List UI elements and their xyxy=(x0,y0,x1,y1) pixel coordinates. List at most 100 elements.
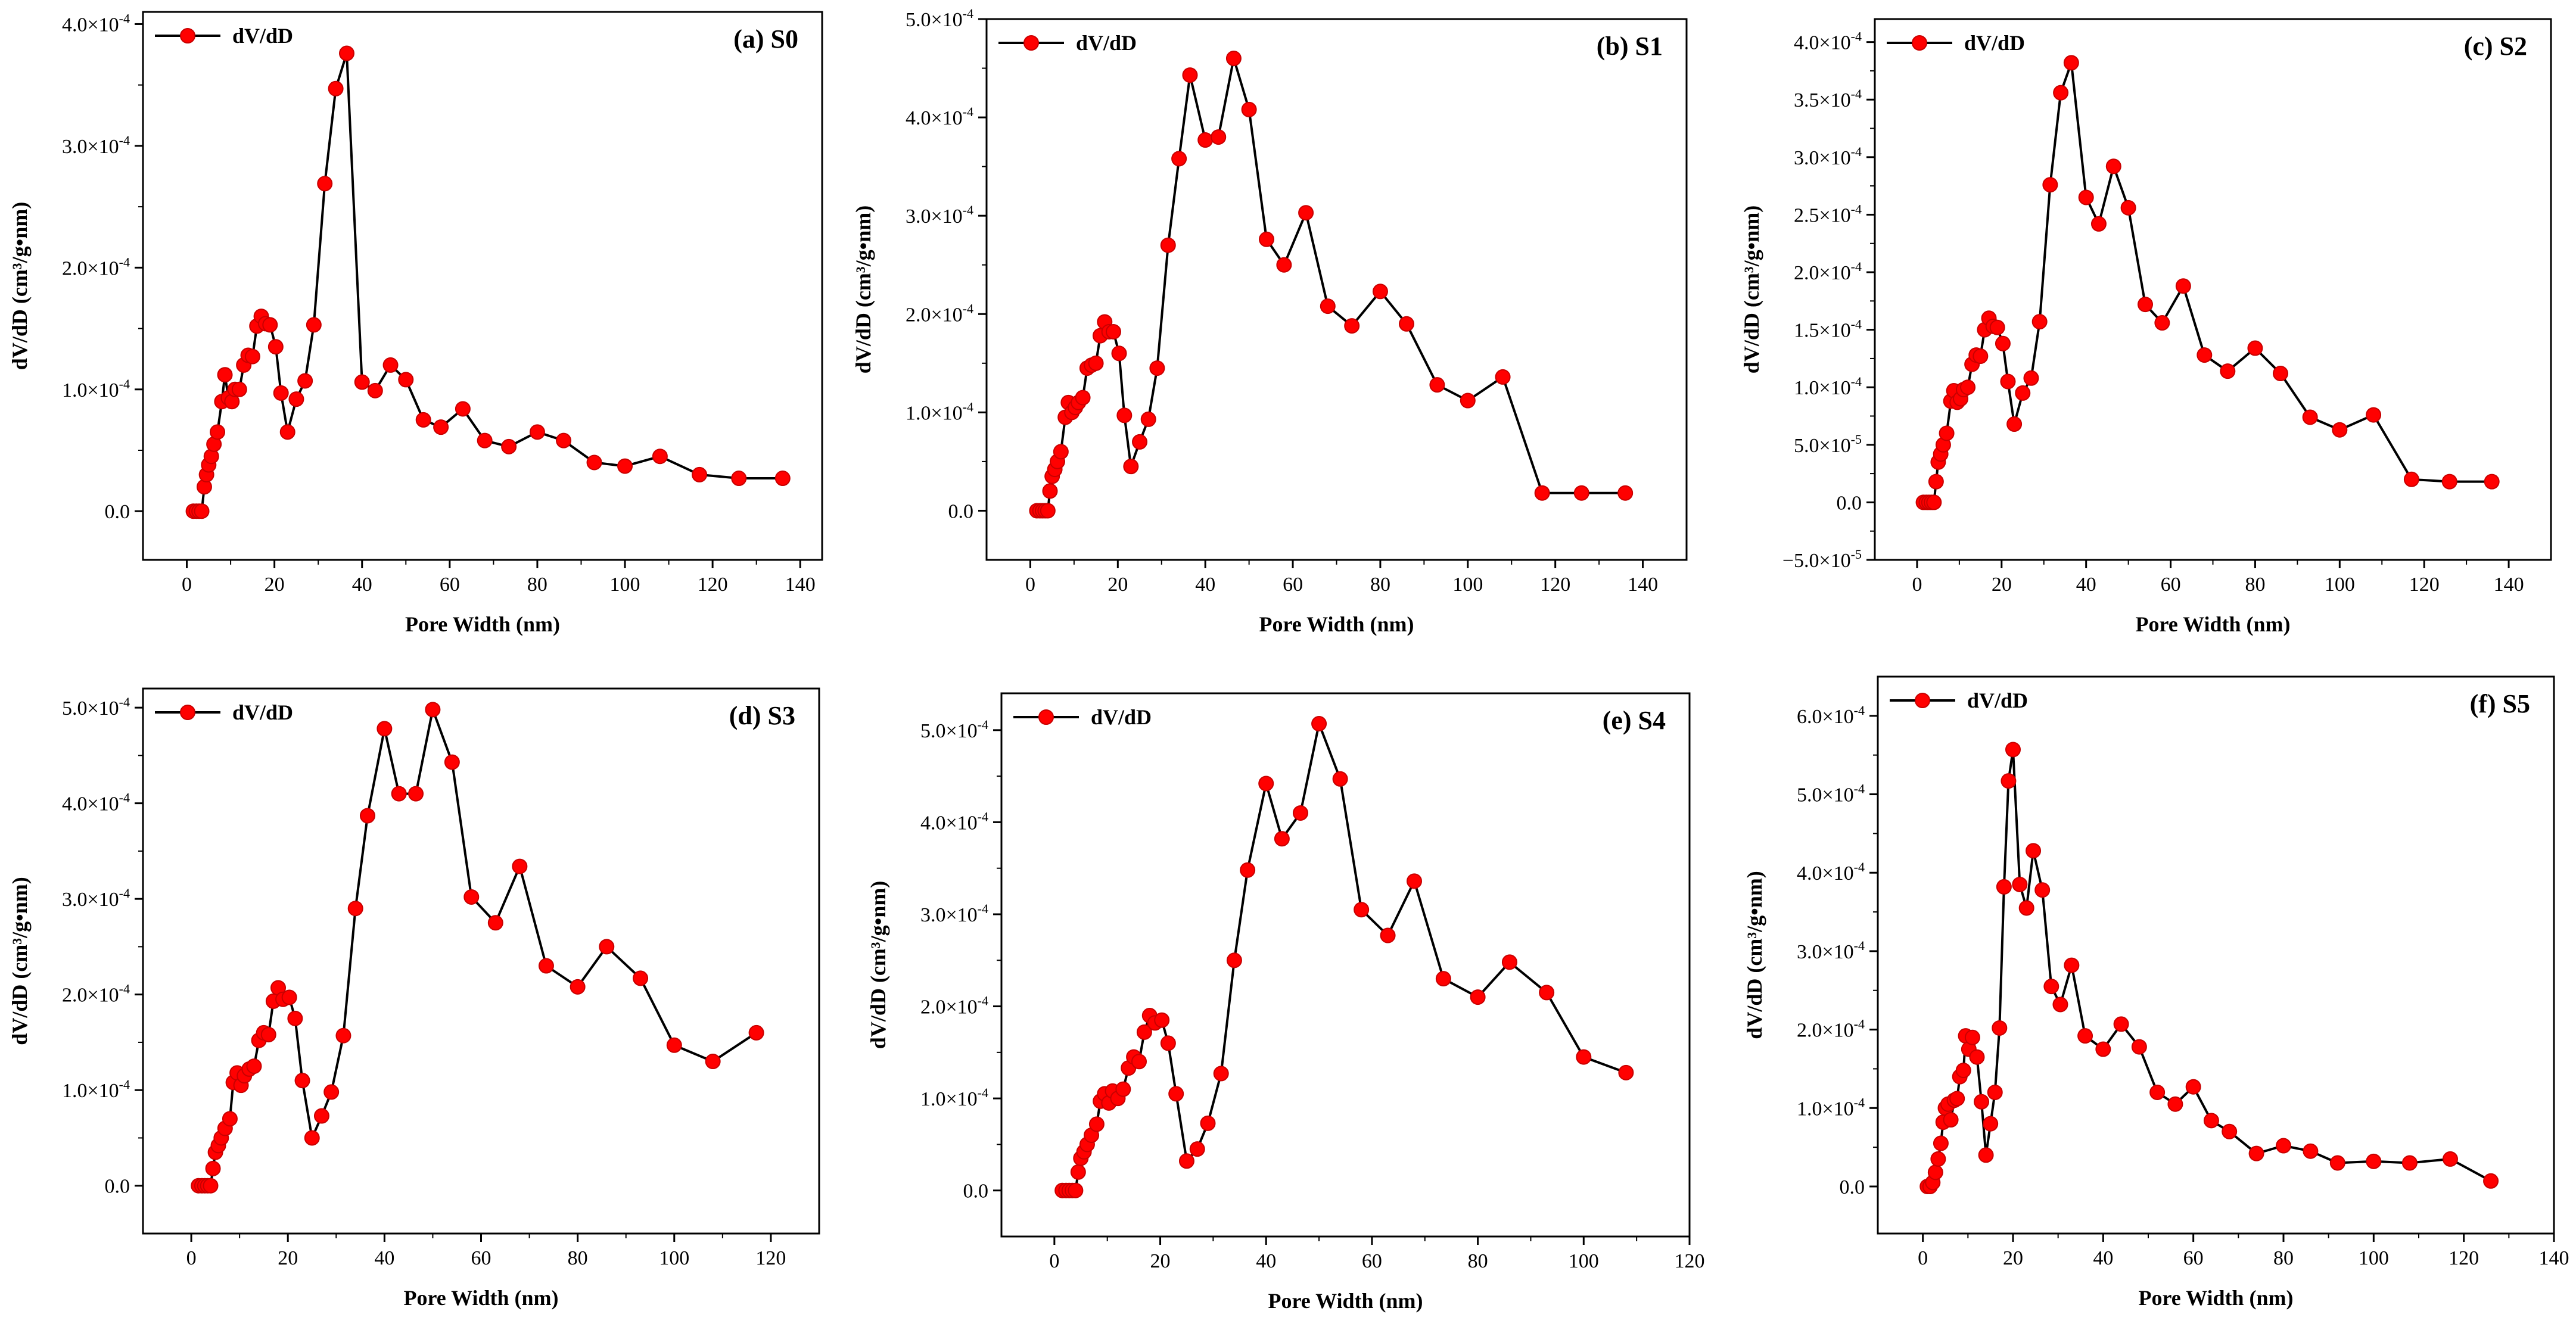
x-tick-label: 100 xyxy=(610,574,640,596)
x-tick-label: 60 xyxy=(2161,574,2181,596)
y-tick-label: 0.0 xyxy=(1840,1176,1865,1198)
x-tick-label: 80 xyxy=(1370,574,1390,596)
data-point xyxy=(2302,409,2318,425)
data-point xyxy=(501,438,517,454)
data-point xyxy=(2154,315,2170,331)
data-point xyxy=(377,721,393,737)
plot-frame xyxy=(142,11,823,561)
chart-d-svg: 0 20 40 60 80 100 120 0.0 1.0×10-4 2.0×10-4 3.0×10… xyxy=(8,687,820,1310)
data-point xyxy=(692,466,708,482)
legend: dV/dD xyxy=(1013,705,1152,729)
y-tick-label: 0.0 xyxy=(105,1176,130,1198)
x-tick-label: 100 xyxy=(2359,1247,2389,1269)
legend-label: dV/dD xyxy=(232,700,293,724)
data-point xyxy=(2042,177,2058,193)
x-tick-label: 20 xyxy=(2003,1247,2023,1269)
data-point xyxy=(1407,873,1422,889)
data-point xyxy=(2248,1145,2264,1161)
legend: dV/dD xyxy=(155,700,293,724)
y-tick-label: 4.0×10-4 xyxy=(920,809,988,834)
data-point xyxy=(408,786,424,802)
data-point xyxy=(2095,1041,2111,1057)
x-tick-label: 100 xyxy=(2325,574,2355,596)
data-point xyxy=(1149,360,1165,376)
data-point xyxy=(415,412,431,428)
data-point xyxy=(2012,876,2028,892)
panel-title: (d) S3 xyxy=(729,701,795,730)
data-point xyxy=(617,458,633,474)
y-axis: 0.0 1.0×10-4 2.0×10-4 3.0×10-4 4.0×10-4 xyxy=(62,11,143,523)
y-axis: −5.0×10-5 0.0 5.0×10-5 1.0×10-4 1.5×10-4 2.0×… xyxy=(1782,29,1875,572)
data-point xyxy=(279,424,295,440)
data-point xyxy=(2185,1079,2201,1095)
data-point xyxy=(382,357,399,373)
x-axis: 0 20 40 60 80 100 120 xyxy=(1049,1237,1705,1272)
y-tick-label: 2.0×10-4 xyxy=(1794,259,1862,284)
data-point xyxy=(1115,1081,1131,1097)
y-axis-title: dV/dD (cm³/g•nm) xyxy=(1743,871,1766,1039)
data-point xyxy=(339,45,354,61)
data-point xyxy=(2197,347,2213,363)
y-tick-label: 0.0 xyxy=(105,501,130,523)
x-tick-label: 40 xyxy=(1256,1250,1276,1272)
x-tick-label: 20 xyxy=(1107,574,1128,596)
y-tick-label: 4.0×10-4 xyxy=(1797,859,1865,884)
data-point xyxy=(294,1073,310,1089)
data-point xyxy=(262,317,278,333)
data-point xyxy=(1178,1153,1194,1169)
data-point xyxy=(328,80,344,96)
y-tick-label: 1.0×10-4 xyxy=(1797,1095,1865,1120)
data-point xyxy=(2005,742,2021,758)
data-point xyxy=(1211,129,1227,145)
chart-f-svg: 0 20 40 60 80 100 120 140 0.0 1.0×10-4 2.0×10-4 3.0… xyxy=(1743,675,2569,1310)
x-tick-label: 0 xyxy=(1049,1250,1059,1272)
legend-marker xyxy=(1023,35,1039,51)
legend: dV/dD xyxy=(1887,31,2025,55)
panel-d: 0 20 40 60 80 100 120 0.0 1.0×10-4 2.0×10-4 3.0×10… xyxy=(0,665,858,1330)
data-point xyxy=(1992,1020,2008,1036)
y-tick-label: 6.0×10-4 xyxy=(1797,703,1865,728)
x-tick-label: 100 xyxy=(659,1247,689,1269)
data-point xyxy=(1225,51,1242,67)
data-point xyxy=(2329,1155,2345,1171)
y-tick-label: 1.0×10-4 xyxy=(62,376,130,401)
data-point xyxy=(1274,831,1290,847)
data-point xyxy=(1926,494,1942,510)
y-axis-title: dV/dD (cm³/g•nm) xyxy=(8,202,32,370)
data-point xyxy=(1969,1049,1985,1065)
data-point xyxy=(2120,200,2136,216)
data-point xyxy=(2015,385,2031,401)
data-point xyxy=(2167,1096,2183,1112)
data-point xyxy=(2403,471,2419,487)
data-point xyxy=(2220,363,2236,379)
y-axis: 0.0 1.0×10-4 2.0×10-4 3.0×10-4 4.0×10-4 5.0×1… xyxy=(1797,703,1878,1198)
data-point xyxy=(2063,55,2079,71)
data-point xyxy=(1189,1141,1205,1157)
x-tick-label: 20 xyxy=(1992,574,2012,596)
x-axis-title: Pore Width (nm) xyxy=(2138,1286,2293,1310)
panel-title: (c) S2 xyxy=(2464,32,2527,61)
data-point xyxy=(1344,318,1360,334)
y-tick-label: 5.0×10-4 xyxy=(62,694,130,720)
data-point xyxy=(1618,1064,1634,1080)
data-point xyxy=(205,1160,221,1176)
data-point xyxy=(425,702,441,718)
legend-marker xyxy=(180,705,195,720)
data-point xyxy=(1140,411,1156,427)
x-tick-label: 100 xyxy=(1452,574,1483,596)
y-tick-label: 3.0×10-4 xyxy=(62,886,130,911)
y-tick-label: 2.0×10-4 xyxy=(62,982,130,1007)
data-point xyxy=(1928,474,1944,490)
legend-label: dV/dD xyxy=(1964,31,2025,55)
panel-e: 0 20 40 60 80 100 120 0.0 1.0×10-4 2.0×10-4 3.0×10… xyxy=(858,665,1717,1330)
data-point xyxy=(1617,485,1634,501)
data-point xyxy=(210,424,226,440)
y-tick-label: 0.0 xyxy=(963,1181,989,1203)
plot-frame xyxy=(1877,675,2555,1235)
data-point xyxy=(1213,1066,1229,1082)
y-tick-label: 3.0×10-4 xyxy=(920,901,988,926)
data-point xyxy=(705,1054,721,1070)
x-tick-label: 40 xyxy=(374,1247,394,1269)
x-axis: 0 20 40 60 80 100 120 140 xyxy=(1025,560,1658,596)
y-tick-label: 5.0×10-4 xyxy=(906,6,973,31)
